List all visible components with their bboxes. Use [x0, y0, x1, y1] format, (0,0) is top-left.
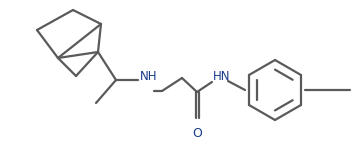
- Text: O: O: [192, 127, 202, 140]
- Text: NH: NH: [140, 70, 158, 82]
- Text: HN: HN: [213, 70, 231, 82]
